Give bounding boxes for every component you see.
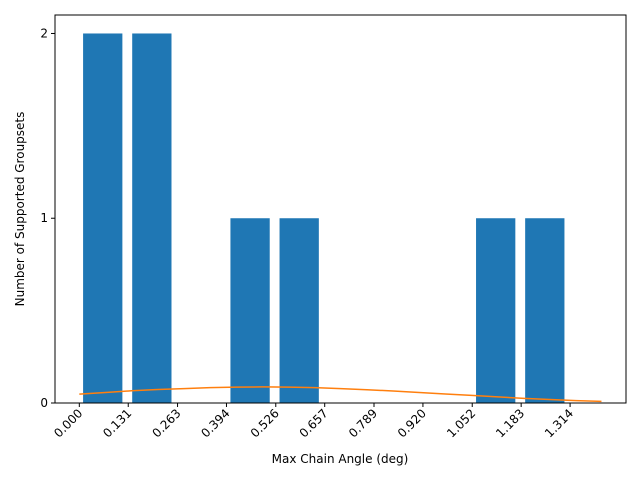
bars-layer	[83, 33, 565, 403]
x-tick-label: 0.394	[198, 406, 232, 440]
x-tick-label: 0.789	[346, 406, 380, 440]
bar-3	[279, 218, 319, 403]
x-axis-label: Max Chain Angle (deg)	[272, 452, 409, 466]
bar-4	[476, 218, 516, 403]
x-tick-label: 0.000	[51, 406, 85, 440]
bar-1	[132, 33, 172, 403]
y-axis-label: Number of Supported Groupsets	[13, 112, 27, 307]
plot-frame	[54, 14, 627, 404]
y-tick-label: 1	[40, 211, 48, 225]
x-tick-label: 0.657	[297, 406, 331, 440]
x-tick-label: 0.526	[248, 406, 282, 440]
x-tick-label: 0.131	[100, 406, 134, 440]
bar-0	[83, 33, 123, 403]
x-tick-label: 0.263	[149, 406, 183, 440]
y-tick-label: 0	[40, 396, 48, 410]
x-tick-label: 1.183	[493, 406, 527, 440]
y-tick-label: 2	[40, 26, 48, 40]
x-tick-label: 1.052	[444, 406, 478, 440]
bar-2	[230, 218, 270, 403]
y-axis-ticks: 0 1 2	[40, 26, 55, 410]
x-tick-label: 1.314	[542, 406, 576, 440]
density-curve	[79, 386, 602, 403]
bar-5	[525, 218, 565, 403]
x-tick-label: 0.920	[395, 406, 429, 440]
x-axis-ticks: 0.000 0.131 0.263 0.394 0.526 0.657 0.789 0.920…	[51, 403, 576, 440]
